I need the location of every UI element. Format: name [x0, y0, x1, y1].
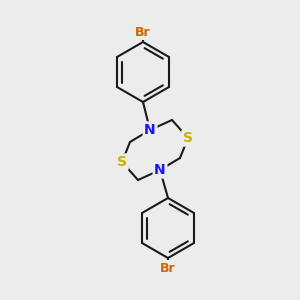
- Text: Br: Br: [160, 262, 176, 275]
- Text: S: S: [117, 155, 127, 169]
- Text: S: S: [183, 131, 193, 145]
- Text: N: N: [154, 163, 166, 177]
- Text: N: N: [144, 123, 156, 137]
- Text: Br: Br: [135, 26, 151, 38]
